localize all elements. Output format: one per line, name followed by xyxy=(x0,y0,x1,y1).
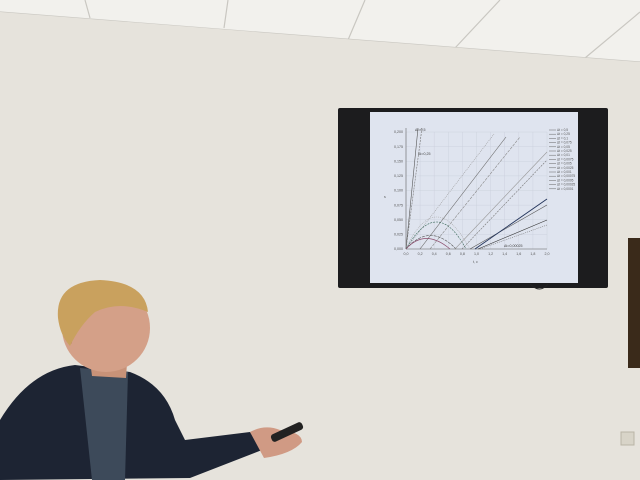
legend-entry: Δt = 0,00025 xyxy=(557,183,575,187)
legend-entry: Δt = 0,025 xyxy=(557,149,572,153)
curve-arc-2 xyxy=(405,221,467,250)
y-tick-label: 0,025 xyxy=(394,233,403,237)
curve-arc-4 xyxy=(405,238,451,250)
curve-arc-1 xyxy=(405,216,471,250)
x-tick-label: 1,0 xyxy=(474,252,479,256)
x-axis-label: t, c xyxy=(473,260,478,264)
x-tick-label: 0,6 xyxy=(446,252,451,256)
remote-clicker xyxy=(270,422,304,442)
curve-rise-4 xyxy=(474,198,548,250)
ceiling xyxy=(0,0,640,62)
curve-dt-0.5 xyxy=(405,127,419,250)
y-tick-label: 0,075 xyxy=(394,203,403,207)
x-tick-label: 1,6 xyxy=(516,252,521,256)
legend-entry: Δt = 0,0001 xyxy=(557,187,574,191)
legend-entry: Δt = 0,05 xyxy=(557,145,570,149)
x-tick-label: 2,0 xyxy=(545,252,550,256)
y-tick-label: 0,150 xyxy=(394,159,403,163)
legend-entry: Δt = 0,5 xyxy=(557,128,568,132)
x-tick-label: 1,8 xyxy=(530,252,535,256)
curve-dt-0.25 xyxy=(405,127,423,250)
hair xyxy=(57,280,148,346)
curve-rise-3 xyxy=(469,204,548,250)
tv xyxy=(338,108,608,290)
shirt xyxy=(80,368,128,480)
y-axis-label: s xyxy=(384,195,386,199)
legend-entry: Δt = 0,25 xyxy=(557,132,570,136)
annotation-dt-0.25: Δt=0,25 xyxy=(418,152,431,156)
legend-entry: Δt = 0,075 xyxy=(557,141,572,145)
jacket xyxy=(0,365,262,480)
curve-line-1 xyxy=(405,133,495,250)
door-frame xyxy=(628,238,640,368)
y-tick-label: 0,100 xyxy=(394,189,403,193)
y-axis-ticks: 0,200 0,175 0,150 0,125 0,100 0,075 0,050 0,025… xyxy=(394,130,403,251)
x-tick-label: 1,4 xyxy=(502,252,507,256)
legend-entry: Δt = 0,005 xyxy=(557,162,572,166)
screen-chart: 0,200 0,175 0,150 0,125 0,100 0,075 0,050 0,025… xyxy=(384,127,575,264)
annotation-dt-0.5: Δt=0,5 xyxy=(415,128,426,132)
y-tick-label: 0,000 xyxy=(394,247,403,251)
y-tick-label: 0,125 xyxy=(394,174,403,178)
legend-entry: Δt = 0,1 xyxy=(557,136,568,140)
y-tick-label: 0,200 xyxy=(394,130,403,134)
presenter xyxy=(0,280,304,480)
curve-rise-5 xyxy=(477,219,548,250)
x-tick-label: 0,4 xyxy=(432,252,437,256)
x-axis-ticks: 0,0 0,2 0,4 0,6 0,8 1,0 1,2 1,4 1,6 1,8 2,0 xyxy=(404,252,550,256)
x-tick-label: 0,8 xyxy=(460,252,465,256)
curve-rise-2 xyxy=(461,159,548,250)
x-tick-label: 0,2 xyxy=(418,252,423,256)
y-tick-label: 0,175 xyxy=(394,145,403,149)
wall-socket xyxy=(620,431,635,446)
legend-entry: Δt = 0,001 xyxy=(557,170,572,174)
series-curves xyxy=(405,127,548,250)
legend-entry: Δt = 0,01 xyxy=(557,153,570,157)
legend-entry: Δt = 0,0075 xyxy=(557,157,574,161)
x-tick-label: 1,2 xyxy=(488,252,493,256)
legend-entry: Δt = 0,0025 xyxy=(557,166,574,170)
curve-line-2 xyxy=(419,136,507,250)
x-tick-label: 0,0 xyxy=(404,252,409,256)
curve-rise-1 xyxy=(454,151,548,250)
y-tick-label: 0,050 xyxy=(394,218,403,222)
legend-entry: Δt = 0,0005 xyxy=(557,178,574,182)
annotation-dt-0.00025: Δt=0,00025 xyxy=(504,244,523,248)
legend-entry: Δt = 0,00075 xyxy=(557,174,575,178)
